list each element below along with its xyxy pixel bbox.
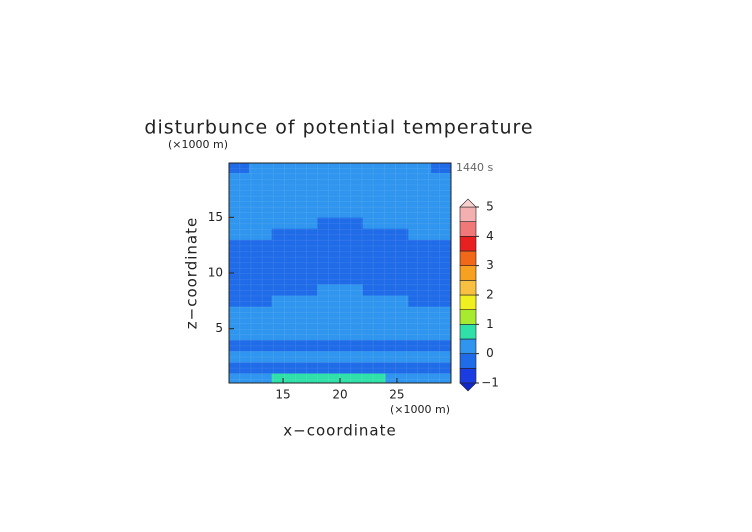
x-tick-label: 15 [275,388,290,402]
colorbar-tick-label: 3 [486,258,494,272]
colorbar-bin [459,265,477,281]
colorbar-bin [459,206,477,222]
colorbar-over [459,198,477,208]
colorbar-tick-label: 1 [486,317,494,331]
ticks: 15 20 25 5 10 15 [208,210,405,402]
colorbar-bin [459,236,477,252]
colorbar-bin [459,221,477,237]
colorbar-bin [459,353,477,369]
colorbar-bin [459,280,477,296]
colorbar-tick-label: 4 [486,229,494,243]
time-label: 1440 s [456,161,493,174]
y-axis-title: z−coordinate [183,217,201,329]
x-axis-title: x−coordinate [283,422,396,440]
colorbar-bin [459,309,477,325]
x-tick-label: 25 [389,388,404,402]
x-tick-label: 20 [332,388,347,402]
y-unit: (×1000 m) [168,138,228,151]
colorbar-under [459,382,477,392]
y-tick-label: 10 [208,266,223,280]
colorbar-bin [459,294,477,310]
cell-grid [229,163,451,383]
chart-title: disturbunce of potential temperature [144,117,533,139]
colorbar-bin [459,324,477,340]
y-tick-label: 15 [208,210,223,224]
colorbar-tick-label: 2 [486,288,494,302]
colorbar: −1 0 1 2 3 4 5 [459,198,499,392]
colorbar-tick-label: 0 [486,346,494,360]
colorbar-bin [459,250,477,266]
colorbar-bin [459,338,477,354]
colorbar-bin [459,368,477,384]
y-tick-label: 5 [215,321,223,335]
colorbar-tick-label: 5 [486,200,494,214]
x-unit: (×1000 m) [390,403,450,416]
colorbar-tick-label: −1 [481,376,499,390]
